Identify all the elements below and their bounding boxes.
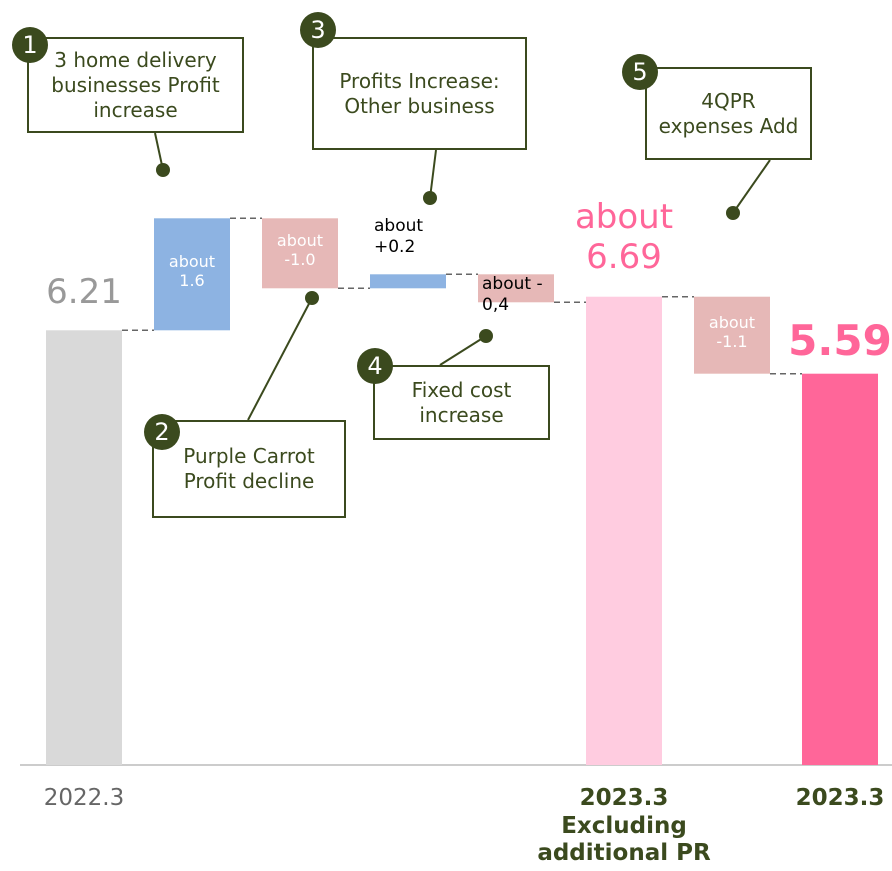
callout-box: Fixed cost increase: [373, 365, 550, 440]
callout-line: [439, 335, 487, 366]
bar: [802, 373, 878, 765]
callout-number: 4: [357, 348, 393, 384]
x-tick-label: 2023.3 Excluding additional PR costs: [537, 785, 711, 871]
callout-dot: [726, 206, 740, 220]
callout-line: [732, 159, 771, 214]
callout-line: [247, 297, 313, 421]
callout-line: [429, 149, 437, 199]
callout-box: 4QPR expenses Add: [645, 67, 812, 160]
callout-box: Purple Carrot Profit decline: [152, 420, 346, 518]
bar: [478, 274, 554, 303]
value-label: about -1.1: [708, 313, 756, 352]
callout-dot: [423, 191, 437, 205]
callout-dot: [305, 291, 319, 305]
value-label: 6.21: [46, 272, 122, 313]
value-label: 5.59: [788, 315, 892, 365]
callout-box: Profits Increase: Other business: [312, 37, 527, 150]
x-tick-label: 2023.3: [795, 785, 885, 811]
callout-number: 5: [622, 54, 658, 90]
value-label: about +0.2: [374, 216, 424, 257]
callout-number: 1: [12, 27, 48, 63]
callout-dot: [479, 329, 493, 343]
bar: [154, 218, 230, 331]
bar: [370, 274, 446, 289]
callout-box: 3 home delivery businesses Profit increa…: [27, 37, 244, 133]
callout-dot: [156, 163, 170, 177]
callout-number: 3: [300, 12, 336, 48]
bar: [262, 218, 338, 289]
x-tick-label: 2022.3: [43, 785, 125, 811]
value-label: about -1.0: [276, 231, 324, 270]
value-label: about 1.6: [168, 252, 216, 291]
value-label: about 6.69: [574, 196, 674, 278]
bar: [694, 296, 770, 374]
value-label: about - 0,4: [482, 274, 543, 315]
bar: [46, 330, 122, 765]
callout-number: 2: [144, 414, 180, 450]
bar: [586, 296, 662, 765]
